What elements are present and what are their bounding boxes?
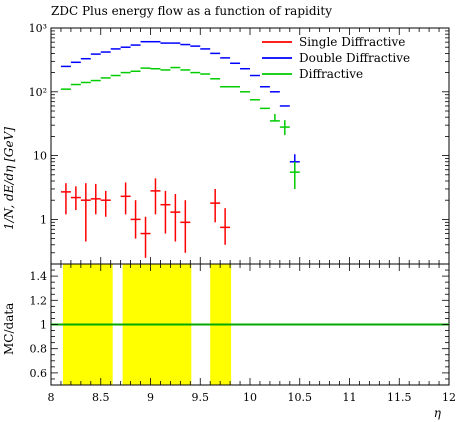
series-double-diffractive [60, 40, 300, 173]
ratio-y-tick-label: 1 [40, 319, 47, 332]
ratio-y-tick-label: 1.4 [30, 270, 48, 283]
y-tick-label: 10² [29, 86, 47, 99]
x-tick-label: 9 [147, 391, 154, 404]
y-tick-label: 1 [40, 213, 47, 226]
y-tick-label: 10³ [29, 22, 47, 35]
data-series [60, 40, 300, 258]
legend-label: Diffractive [299, 67, 363, 81]
y-tick-labels: 1 10 10² 10³ [29, 22, 47, 226]
chart-title: ZDC Plus energy flow as a function of ra… [51, 4, 332, 18]
legend-label: Double Diffractive [299, 51, 410, 65]
ratio-y-tick-labels: 0.6 0.8 1 1.2 1.4 [30, 270, 48, 380]
x-tick-label: 10.5 [288, 391, 313, 404]
ratio-axis-label: MC/data [2, 303, 16, 355]
x-tick-label: 11 [343, 391, 357, 404]
x-tick-label: 10 [243, 391, 257, 404]
ratio-y-tick-label: 0.6 [30, 367, 48, 380]
y-tick-label: 10 [33, 150, 47, 163]
x-tick-label: 9.5 [192, 391, 210, 404]
ratio-y-tick-label: 1.2 [30, 294, 48, 307]
axis-ticks [50, 28, 450, 386]
series-diffractive [60, 66, 300, 189]
x-tick-labels: 8 8.5 9 9.5 10 10.5 11 11.5 12 [48, 391, 457, 404]
legend-label: Single Diffractive [299, 35, 405, 49]
x-tick-label: 8 [48, 391, 55, 404]
x-axis-label: η [434, 406, 442, 420]
series-single-diffractive [60, 178, 231, 258]
legend: Single Diffractive Double Diffractive Diff… [262, 35, 410, 81]
y-axis-label: 1/N, dE/dη [GeV] [2, 127, 16, 230]
ratio-y-tick-label: 0.8 [30, 343, 48, 356]
x-tick-label: 8.5 [92, 391, 110, 404]
x-tick-label: 12 [442, 391, 456, 404]
x-tick-label: 11.5 [387, 391, 412, 404]
